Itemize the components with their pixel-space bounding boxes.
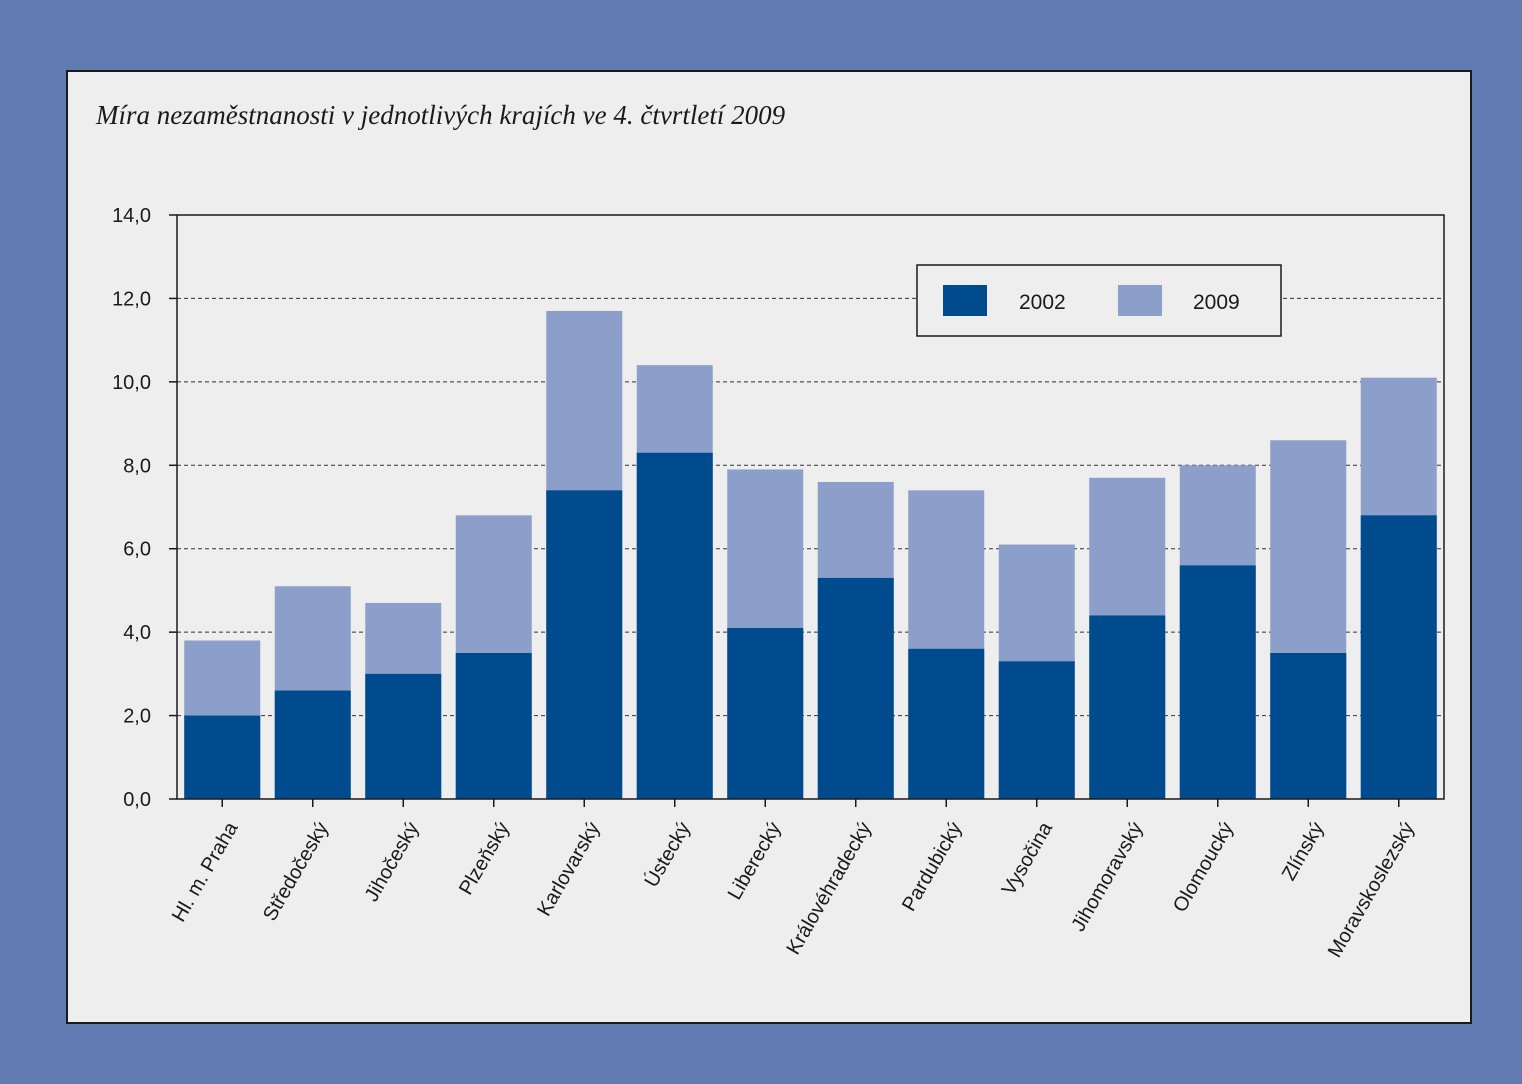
y-tick-label: 12,0 — [112, 288, 151, 310]
y-tick-label: 2,0 — [123, 706, 151, 728]
bar-2002 — [184, 715, 261, 799]
y-tick-label: 14,0 — [112, 205, 151, 227]
bar-2002 — [274, 690, 351, 799]
x-tick-label: Zlínský — [1278, 819, 1329, 885]
bar-2002 — [1360, 515, 1437, 799]
bar-2002 — [455, 653, 532, 799]
y-tick-label: 0,0 — [123, 789, 151, 811]
y-tick-label: 8,0 — [123, 455, 151, 477]
bar-2002 — [1089, 615, 1166, 799]
legend-label: 2009 — [1193, 291, 1240, 314]
bar-2002 — [546, 490, 623, 799]
bar-2002 — [1270, 653, 1347, 799]
x-tick-label: Ústecký — [640, 818, 695, 891]
bar-2002 — [998, 661, 1075, 799]
x-tick-label: Hl. m. Praha — [168, 818, 243, 926]
legend-swatch-2009 — [1118, 285, 1162, 316]
x-tick-label: Plzeňský — [455, 819, 514, 899]
legend: 2002 2009 — [916, 264, 1282, 337]
bar-2002 — [365, 673, 442, 799]
bar-2002 — [908, 648, 985, 799]
y-tick-label: 4,0 — [123, 622, 151, 644]
bar-2002 — [727, 627, 804, 799]
x-tick-label: Jihomoravský — [1067, 819, 1147, 936]
bar-2002 — [1179, 565, 1256, 799]
legend-swatch-2002 — [943, 285, 987, 316]
x-tick-label: Liberecký — [724, 819, 786, 904]
bar-2002 — [817, 577, 894, 799]
y-tick-label: 10,0 — [112, 372, 151, 394]
legend-label: 2002 — [1019, 291, 1066, 314]
x-tick-label: Olomoucký — [1169, 819, 1238, 917]
x-tick-label: Královéhradecký — [783, 819, 877, 959]
x-tick-label: Moravskoslezský — [1324, 819, 1419, 962]
x-tick-label: Středočeský — [259, 819, 333, 925]
x-tick-label: Vysočina — [998, 818, 1058, 899]
x-tick-label: Pardubický — [898, 819, 967, 916]
y-tick-label: 6,0 — [123, 539, 151, 561]
plot-frame — [176, 214, 1445, 800]
bar-2002 — [636, 452, 713, 799]
x-tick-label: Karlovarský — [533, 819, 604, 920]
x-tick-label: Jihočeský — [361, 819, 424, 906]
chart-title: Míra nezaměstnanosti v jednotlivých kraj… — [96, 100, 786, 130]
